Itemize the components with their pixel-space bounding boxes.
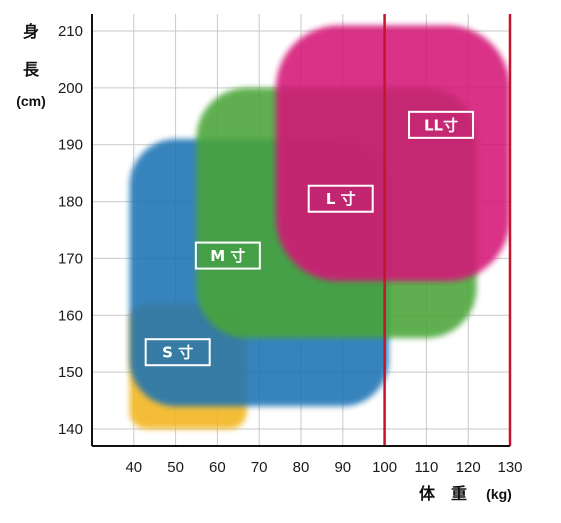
x-axis-title: 体 重 xyxy=(419,484,467,503)
y-tick-160: 160 xyxy=(58,307,83,324)
label-s寸: S 寸 xyxy=(162,344,193,362)
region-ll寸 xyxy=(275,25,510,282)
label-box-l寸 xyxy=(307,184,374,213)
x-tick-130: 130 xyxy=(497,459,522,476)
size-regions xyxy=(129,25,510,429)
x-tick-110: 110 xyxy=(414,459,438,476)
label-l寸: L 寸 xyxy=(326,190,356,208)
x-tick-60: 60 xyxy=(209,459,226,476)
x-tick-100: 100 xyxy=(372,459,397,476)
y-tick-180: 180 xyxy=(58,194,83,211)
label-box-ll寸 xyxy=(408,110,475,139)
x-axis-unit: (kg) xyxy=(486,486,512,502)
y-tick-150: 150 xyxy=(58,364,83,381)
y-tick-140: 140 xyxy=(58,421,83,438)
y-tick-210: 210 xyxy=(58,23,83,40)
x-tick-120: 120 xyxy=(456,459,481,476)
y-tick-200: 200 xyxy=(58,80,83,97)
reference-lines xyxy=(383,14,512,446)
y-axis-title-char-2: 長 xyxy=(23,60,40,79)
x-tick-40: 40 xyxy=(125,459,142,476)
x-tick-80: 80 xyxy=(293,459,310,476)
label-m寸: M 寸 xyxy=(210,247,245,265)
x-tick-90: 90 xyxy=(334,459,351,476)
y-axis-unit: (cm) xyxy=(16,93,46,109)
tick-labels: 40 50 60 70 80 90 100 110 120 130 140 150 160 170 180 1… xyxy=(58,23,523,476)
size-labels: S 寸 M 寸 L 寸 LL寸 xyxy=(144,110,475,367)
label-box-m寸 xyxy=(194,241,261,270)
x-tick-70: 70 xyxy=(251,459,268,476)
y-tick-170: 170 xyxy=(58,250,83,267)
x-tick-50: 50 xyxy=(167,459,184,476)
y-tick-190: 190 xyxy=(58,137,83,154)
y-axis-title-char-1: 身 xyxy=(23,22,39,41)
label-ll寸: LL寸 xyxy=(424,116,458,134)
label-box-s寸 xyxy=(144,338,211,367)
